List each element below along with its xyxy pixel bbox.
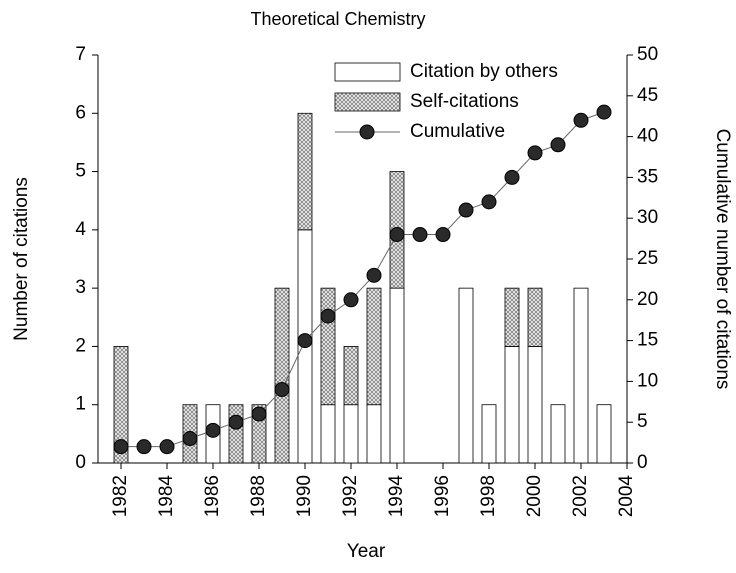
bar: [320, 404, 336, 464]
bar: [297, 112, 313, 231]
marker: [113, 439, 129, 455]
marker: [297, 333, 313, 349]
legend-label: Cumulative: [410, 121, 505, 142]
y2-tick-label: 30: [637, 207, 658, 228]
marker: [320, 308, 336, 324]
bar: [504, 287, 520, 347]
bar: [550, 404, 566, 464]
bar: [343, 346, 359, 406]
x-axis-label: Year: [347, 541, 386, 562]
bar: [527, 346, 543, 464]
bar: [274, 287, 290, 464]
y-axis-label: Number of citations: [11, 177, 32, 341]
x-tick-label: 1998: [478, 475, 499, 517]
x-tick-label: 2002: [570, 475, 591, 517]
marker: [205, 422, 221, 438]
y-tick-label: 6: [75, 102, 86, 123]
y-tick-label: 7: [75, 44, 86, 65]
marker: [435, 227, 451, 243]
bar: [389, 287, 405, 464]
bar: [458, 287, 474, 464]
marker: [573, 112, 589, 128]
x-tick-label: 1990: [294, 475, 315, 517]
x-tick-label: 2004: [616, 475, 637, 518]
marker: [251, 406, 267, 422]
marker: [136, 439, 152, 455]
bar: [504, 346, 520, 464]
y-tick-label: 1: [75, 394, 86, 415]
bar: [481, 404, 497, 464]
line: [121, 111, 605, 448]
marker: [527, 145, 543, 161]
marker: [596, 104, 612, 120]
marker: [182, 431, 198, 447]
y2-tick-label: 35: [637, 166, 658, 187]
x-tick-label: 1986: [202, 475, 223, 517]
bar: [527, 287, 543, 347]
y2-tick-label: 20: [637, 289, 658, 310]
y-tick-label: 4: [75, 219, 86, 240]
y2-tick-label: 50: [637, 44, 658, 65]
y-tick-label: 5: [75, 161, 86, 182]
y2-tick-label: 25: [637, 248, 658, 269]
legend-marker: [359, 124, 375, 140]
marker: [389, 227, 405, 243]
marker: [550, 137, 566, 153]
x-tick-label: 1992: [340, 475, 361, 517]
legend-label: Citation by others: [410, 61, 558, 82]
legend-swatch: [334, 62, 401, 82]
marker: [228, 414, 244, 430]
marker: [366, 267, 382, 283]
y2-tick-label: 10: [637, 370, 658, 391]
y2-axis-label: Cumulative number of citations: [712, 129, 733, 390]
x-tick-label: 1982: [110, 475, 131, 517]
bar: [343, 404, 359, 464]
bar: [228, 404, 244, 464]
x-tick-label: 1984: [156, 475, 177, 518]
marker: [458, 202, 474, 218]
marker: [412, 227, 428, 243]
y2-tick-label: 45: [637, 85, 658, 106]
y-tick-label: 0: [75, 452, 86, 473]
legend-swatch: [334, 92, 401, 112]
marker: [504, 169, 520, 185]
x-tick-label: 2000: [524, 475, 545, 517]
bar: [113, 346, 129, 464]
bar: [320, 287, 336, 406]
y2-tick-label: 0: [637, 452, 648, 473]
marker: [343, 292, 359, 308]
bar: [573, 287, 589, 464]
y2-tick-label: 15: [637, 330, 658, 351]
bar: [366, 287, 382, 406]
x-tick-label: 1994: [386, 475, 407, 518]
y-tick-label: 2: [75, 335, 86, 356]
y2-tick-label: 5: [637, 411, 648, 432]
marker: [274, 382, 290, 398]
legend-label: Self-citations: [410, 91, 519, 112]
y2-tick-label: 40: [637, 126, 658, 147]
bar: [596, 404, 612, 464]
x-tick-label: 1996: [432, 475, 453, 517]
y-tick-label: 3: [75, 277, 86, 298]
bar: [366, 404, 382, 464]
chart-title: Theoretical Chemistry: [250, 9, 425, 29]
x-tick-label: 1988: [248, 475, 269, 517]
marker: [481, 194, 497, 210]
marker: [159, 439, 175, 455]
